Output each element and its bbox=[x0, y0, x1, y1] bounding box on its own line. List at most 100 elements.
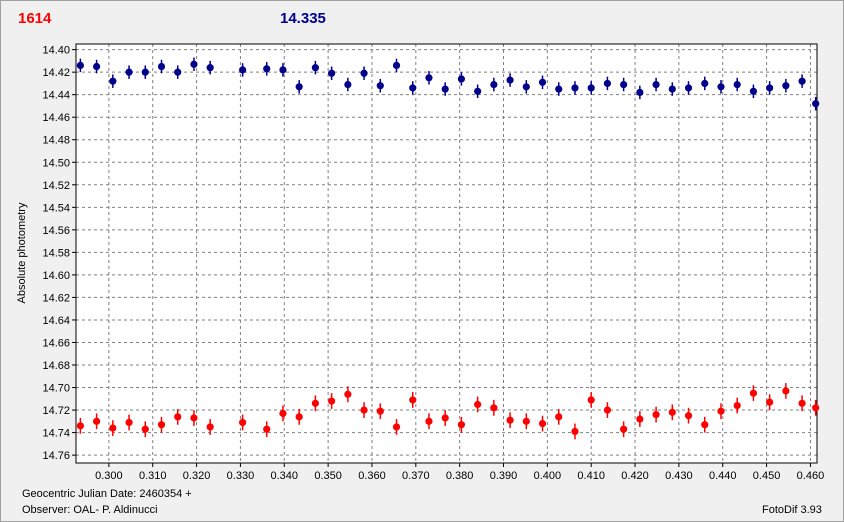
y-tick-label: 14.56 bbox=[42, 225, 70, 237]
data-point bbox=[749, 87, 758, 95]
data-point bbox=[555, 85, 563, 93]
x-tick-label: 0.370 bbox=[402, 470, 430, 482]
data-point bbox=[766, 84, 774, 92]
data-point bbox=[636, 415, 644, 423]
x-tick-label: 0.420 bbox=[621, 470, 649, 482]
data-point bbox=[812, 100, 820, 108]
data-point bbox=[376, 407, 384, 415]
x-tick-label: 0.320 bbox=[183, 470, 211, 482]
data-point bbox=[717, 407, 725, 415]
data-point bbox=[506, 416, 514, 424]
header-left-value: 1614 bbox=[18, 10, 52, 27]
data-point bbox=[263, 425, 271, 433]
data-point bbox=[295, 83, 303, 91]
data-point bbox=[174, 413, 182, 421]
data-point bbox=[93, 417, 101, 425]
data-point bbox=[125, 418, 133, 427]
data-point bbox=[798, 399, 806, 407]
data-point bbox=[749, 389, 758, 397]
data-point bbox=[490, 404, 498, 412]
data-point bbox=[733, 401, 741, 410]
data-point bbox=[522, 83, 530, 91]
data-point bbox=[279, 66, 287, 74]
data-point bbox=[263, 65, 271, 73]
y-tick-label: 14.42 bbox=[42, 67, 70, 79]
data-point bbox=[668, 85, 676, 93]
data-point bbox=[603, 79, 612, 88]
data-point bbox=[782, 387, 790, 395]
data-point bbox=[506, 76, 514, 84]
data-point bbox=[587, 396, 595, 404]
data-point bbox=[76, 422, 84, 430]
data-point bbox=[457, 75, 466, 83]
data-point bbox=[766, 398, 774, 406]
data-point bbox=[141, 425, 149, 433]
footer-observer: Observer: OAL- P. Aldinucci bbox=[22, 504, 158, 516]
y-tick-label: 14.46 bbox=[42, 112, 70, 124]
x-tick-label: 0.410 bbox=[577, 470, 605, 482]
data-point bbox=[311, 64, 319, 72]
x-tick-label: 0.430 bbox=[665, 470, 693, 482]
footer-software: FotoDif 3.93 bbox=[762, 504, 822, 516]
y-tick-label: 14.62 bbox=[42, 292, 70, 304]
data-point bbox=[76, 61, 84, 70]
data-point bbox=[392, 423, 401, 431]
data-point bbox=[157, 421, 166, 429]
data-point bbox=[239, 66, 247, 74]
data-point bbox=[425, 417, 433, 425]
data-point bbox=[587, 84, 595, 92]
data-point bbox=[490, 80, 498, 89]
data-point bbox=[571, 84, 579, 92]
data-point bbox=[555, 413, 563, 421]
x-tick-label: 0.330 bbox=[227, 470, 255, 482]
data-point bbox=[206, 64, 214, 72]
x-tick-label: 0.400 bbox=[534, 470, 562, 482]
data-point bbox=[620, 425, 628, 433]
data-point bbox=[652, 410, 660, 419]
data-point bbox=[733, 80, 741, 89]
x-tick-label: 0.380 bbox=[446, 470, 474, 482]
data-point bbox=[812, 404, 820, 412]
data-point bbox=[798, 77, 806, 85]
data-point bbox=[636, 88, 644, 97]
plot-area bbox=[76, 44, 817, 463]
data-point bbox=[157, 62, 166, 71]
data-point bbox=[717, 83, 725, 91]
data-point bbox=[668, 408, 676, 416]
data-point bbox=[279, 409, 287, 418]
data-point bbox=[409, 396, 417, 404]
data-point bbox=[620, 80, 628, 89]
data-point bbox=[538, 78, 547, 86]
y-tick-label: 14.72 bbox=[42, 405, 70, 417]
data-point bbox=[603, 406, 612, 414]
y-tick-label: 14.40 bbox=[42, 45, 70, 57]
data-point bbox=[571, 427, 579, 436]
y-tick-label: 14.64 bbox=[42, 315, 70, 327]
data-point bbox=[141, 68, 149, 76]
y-tick-label: 14.74 bbox=[42, 428, 70, 440]
x-tick-label: 0.390 bbox=[490, 470, 518, 482]
data-point bbox=[441, 85, 449, 93]
footer-julian-date: Geocentric Julian Date: 2460354 + bbox=[22, 488, 192, 500]
data-point bbox=[109, 77, 117, 85]
data-point bbox=[93, 62, 101, 71]
data-point bbox=[652, 80, 660, 89]
data-point bbox=[684, 84, 693, 92]
x-tick-label: 0.310 bbox=[139, 470, 167, 482]
data-point bbox=[328, 397, 336, 405]
data-point bbox=[457, 421, 466, 429]
y-tick-label: 14.60 bbox=[42, 270, 70, 282]
data-point bbox=[409, 84, 417, 92]
y-tick-label: 14.48 bbox=[42, 135, 70, 147]
data-point bbox=[538, 419, 547, 428]
data-point bbox=[311, 399, 319, 407]
y-tick-label: 14.68 bbox=[42, 360, 70, 372]
data-point bbox=[109, 424, 117, 432]
data-point bbox=[239, 418, 247, 427]
data-point bbox=[392, 61, 401, 70]
data-point bbox=[782, 82, 790, 90]
data-point bbox=[522, 417, 530, 425]
y-tick-label: 14.76 bbox=[42, 450, 70, 462]
data-point bbox=[344, 390, 352, 398]
